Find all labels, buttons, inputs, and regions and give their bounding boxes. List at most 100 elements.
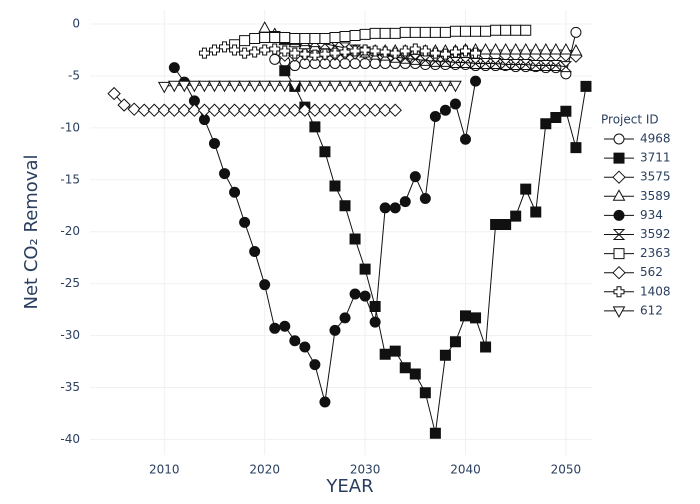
data-point xyxy=(409,368,421,380)
data-point xyxy=(429,80,442,93)
data-point xyxy=(368,80,382,93)
data-point xyxy=(398,80,412,93)
data-point xyxy=(318,80,332,93)
data-point xyxy=(470,312,482,324)
data-point xyxy=(519,42,533,55)
data-point xyxy=(550,111,562,123)
data-point xyxy=(399,45,411,57)
data-point xyxy=(329,32,341,44)
data-point xyxy=(289,33,301,45)
data-point xyxy=(389,202,401,214)
data-point xyxy=(319,48,331,60)
data-point xyxy=(349,288,361,300)
data-point xyxy=(298,103,312,117)
data-point xyxy=(529,42,543,55)
data-point xyxy=(168,62,180,74)
data-point xyxy=(540,118,552,130)
data-point xyxy=(349,233,361,245)
legend-symbol xyxy=(613,286,625,298)
legend-label: 3592 xyxy=(640,227,671,241)
data-point xyxy=(269,322,281,334)
data-point xyxy=(359,263,371,275)
legend-symbol xyxy=(612,265,626,280)
data-point xyxy=(399,26,411,38)
data-point xyxy=(279,45,291,57)
data-point xyxy=(339,30,351,42)
data-point xyxy=(529,60,542,72)
x-tick-label: 2030 xyxy=(350,463,381,477)
legend-symbol xyxy=(612,170,626,184)
y-tick-label: -35 xyxy=(60,380,80,394)
data-point xyxy=(379,46,391,58)
data-point xyxy=(268,103,282,117)
data-point xyxy=(419,45,431,57)
data-point xyxy=(349,29,361,41)
legend-symbol xyxy=(613,209,625,221)
data-point xyxy=(329,47,341,59)
data-point xyxy=(449,25,461,37)
data-point xyxy=(227,103,242,117)
data-point xyxy=(157,103,172,117)
data-point xyxy=(289,47,301,59)
data-point xyxy=(208,44,220,56)
data-point xyxy=(177,103,192,117)
data-point xyxy=(470,25,482,37)
data-point xyxy=(208,80,221,93)
legend-label: 3589 xyxy=(640,189,671,203)
data-point xyxy=(429,47,441,59)
data-point xyxy=(580,80,592,92)
data-point xyxy=(490,24,502,36)
data-point xyxy=(389,27,401,39)
data-point xyxy=(319,33,331,45)
data-point xyxy=(429,26,441,38)
data-point xyxy=(520,24,532,36)
y-tick-label: -25 xyxy=(60,276,80,290)
data-point xyxy=(389,47,401,59)
data-point xyxy=(358,80,372,93)
data-point xyxy=(229,186,241,198)
legend-label: 2363 xyxy=(640,246,671,260)
data-point xyxy=(560,105,572,117)
data-point xyxy=(279,320,291,332)
data-point xyxy=(218,80,231,93)
data-point xyxy=(379,27,391,39)
data-point xyxy=(449,80,462,93)
legend-symbol xyxy=(612,229,626,240)
data-point xyxy=(479,57,492,69)
data-point xyxy=(247,103,262,117)
data-point xyxy=(559,42,573,55)
data-point xyxy=(439,349,451,361)
y-tick-label: -40 xyxy=(60,432,80,446)
data-point xyxy=(259,279,271,291)
data-point xyxy=(289,60,301,72)
data-point xyxy=(479,42,492,55)
data-point xyxy=(399,196,411,208)
data-point xyxy=(500,24,512,36)
data-point xyxy=(167,80,181,93)
data-point xyxy=(378,103,392,117)
legend-label: 612 xyxy=(640,303,663,317)
data-point xyxy=(299,341,311,353)
x-tick-label: 2010 xyxy=(149,463,180,477)
data-point xyxy=(418,80,432,93)
data-point xyxy=(269,53,281,65)
data-point xyxy=(459,25,471,37)
x-tick-label: 2020 xyxy=(249,463,280,477)
data-point xyxy=(369,45,381,57)
data-point xyxy=(470,75,482,87)
data-point xyxy=(309,121,321,133)
data-point xyxy=(549,42,563,55)
data-point xyxy=(499,42,513,55)
data-point xyxy=(339,46,351,58)
data-point xyxy=(269,43,281,55)
data-point xyxy=(459,310,471,322)
data-point xyxy=(237,103,252,117)
data-point xyxy=(490,218,502,230)
y-tick-label: -20 xyxy=(60,224,80,238)
data-point xyxy=(569,43,583,56)
data-point xyxy=(409,26,421,38)
data-point xyxy=(369,300,381,312)
data-point xyxy=(510,24,522,36)
data-point xyxy=(510,210,522,222)
legend-title: Project ID xyxy=(601,113,659,127)
